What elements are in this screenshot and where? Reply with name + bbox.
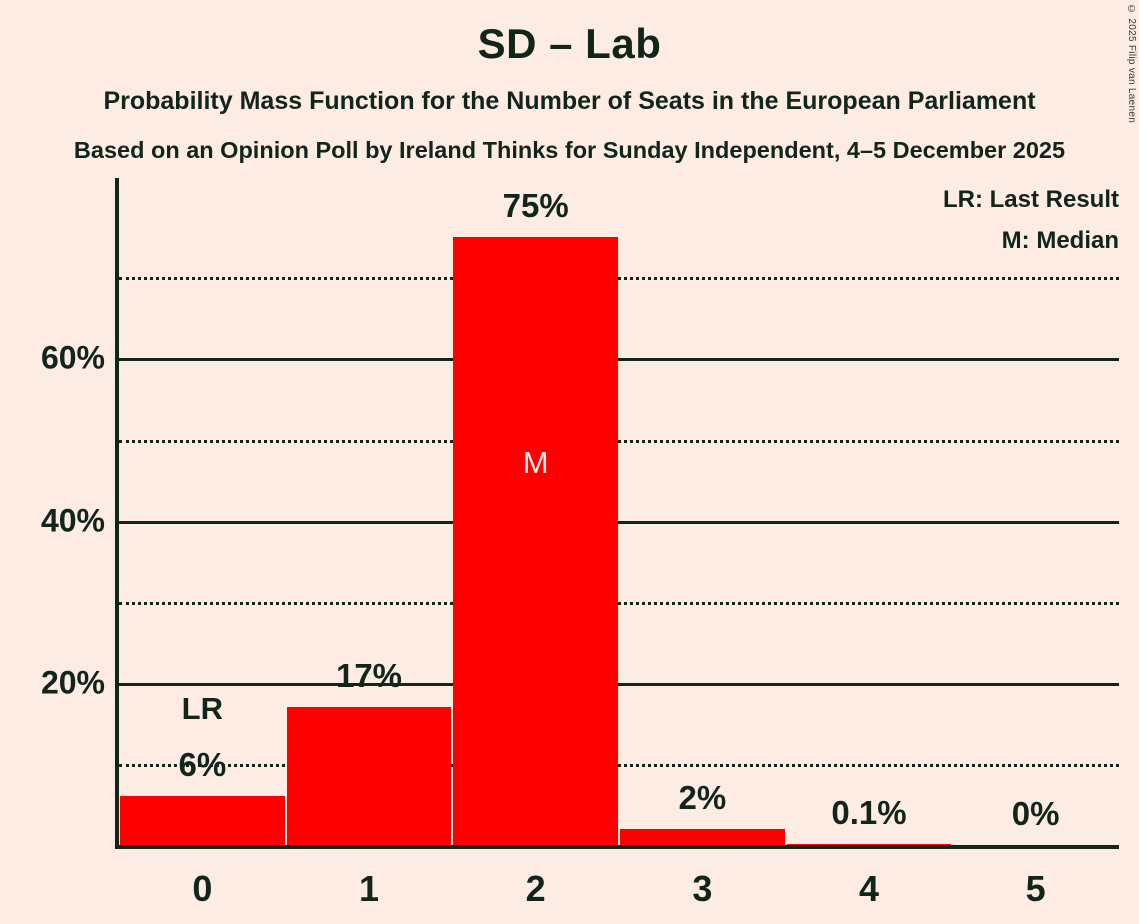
bar-value-label: 75%	[502, 186, 569, 224]
x-tick-label: 5	[1025, 868, 1046, 909]
x-tick-label: 1	[358, 868, 380, 909]
x-tick-label: 2	[525, 868, 546, 909]
copyright-notice: © 2025 Filip van Laenen	[1126, 4, 1137, 124]
bar	[786, 844, 952, 845]
y-tick-label: 20%	[40, 664, 105, 701]
x-tick-label: 4	[858, 868, 880, 909]
bar	[620, 828, 785, 845]
x-tick-label: 0	[192, 868, 213, 909]
y-axis-line	[115, 178, 119, 848]
last-result-marker: LR	[181, 691, 223, 727]
gridline-minor	[119, 601, 1119, 605]
x-tick-label: 3	[692, 868, 713, 909]
gridline-major	[119, 682, 1119, 686]
median-marker: M	[522, 444, 549, 480]
y-tick-label: 60%	[40, 339, 105, 376]
bar-value-label: 0.1%	[831, 794, 907, 832]
bar	[120, 796, 285, 845]
bar-value-label: 6%	[178, 746, 227, 784]
y-tick-label: 40%	[40, 502, 105, 539]
gridline-minor	[119, 763, 1119, 767]
bar-value-label: 2%	[678, 778, 727, 816]
gridline-major	[119, 358, 1119, 362]
gridline-minor	[119, 277, 1119, 281]
bar	[453, 236, 618, 845]
bar-value-label: 17%	[335, 657, 403, 695]
chart-source-note: Based on an Opinion Poll by Ireland Thin…	[73, 137, 1066, 163]
x-axis-line	[115, 845, 1119, 849]
legend-last-result: LR: Last Result	[942, 186, 1119, 213]
bar-value-label: 0%	[1011, 795, 1060, 832]
gridline-major	[119, 520, 1119, 524]
chart-subtitle: Probability Mass Function for the Number…	[103, 87, 1036, 115]
legend-median: M: Median	[1001, 227, 1119, 254]
page-title: SD – Lab	[477, 20, 662, 67]
gridline-minor	[119, 439, 1119, 443]
bar	[286, 707, 452, 845]
